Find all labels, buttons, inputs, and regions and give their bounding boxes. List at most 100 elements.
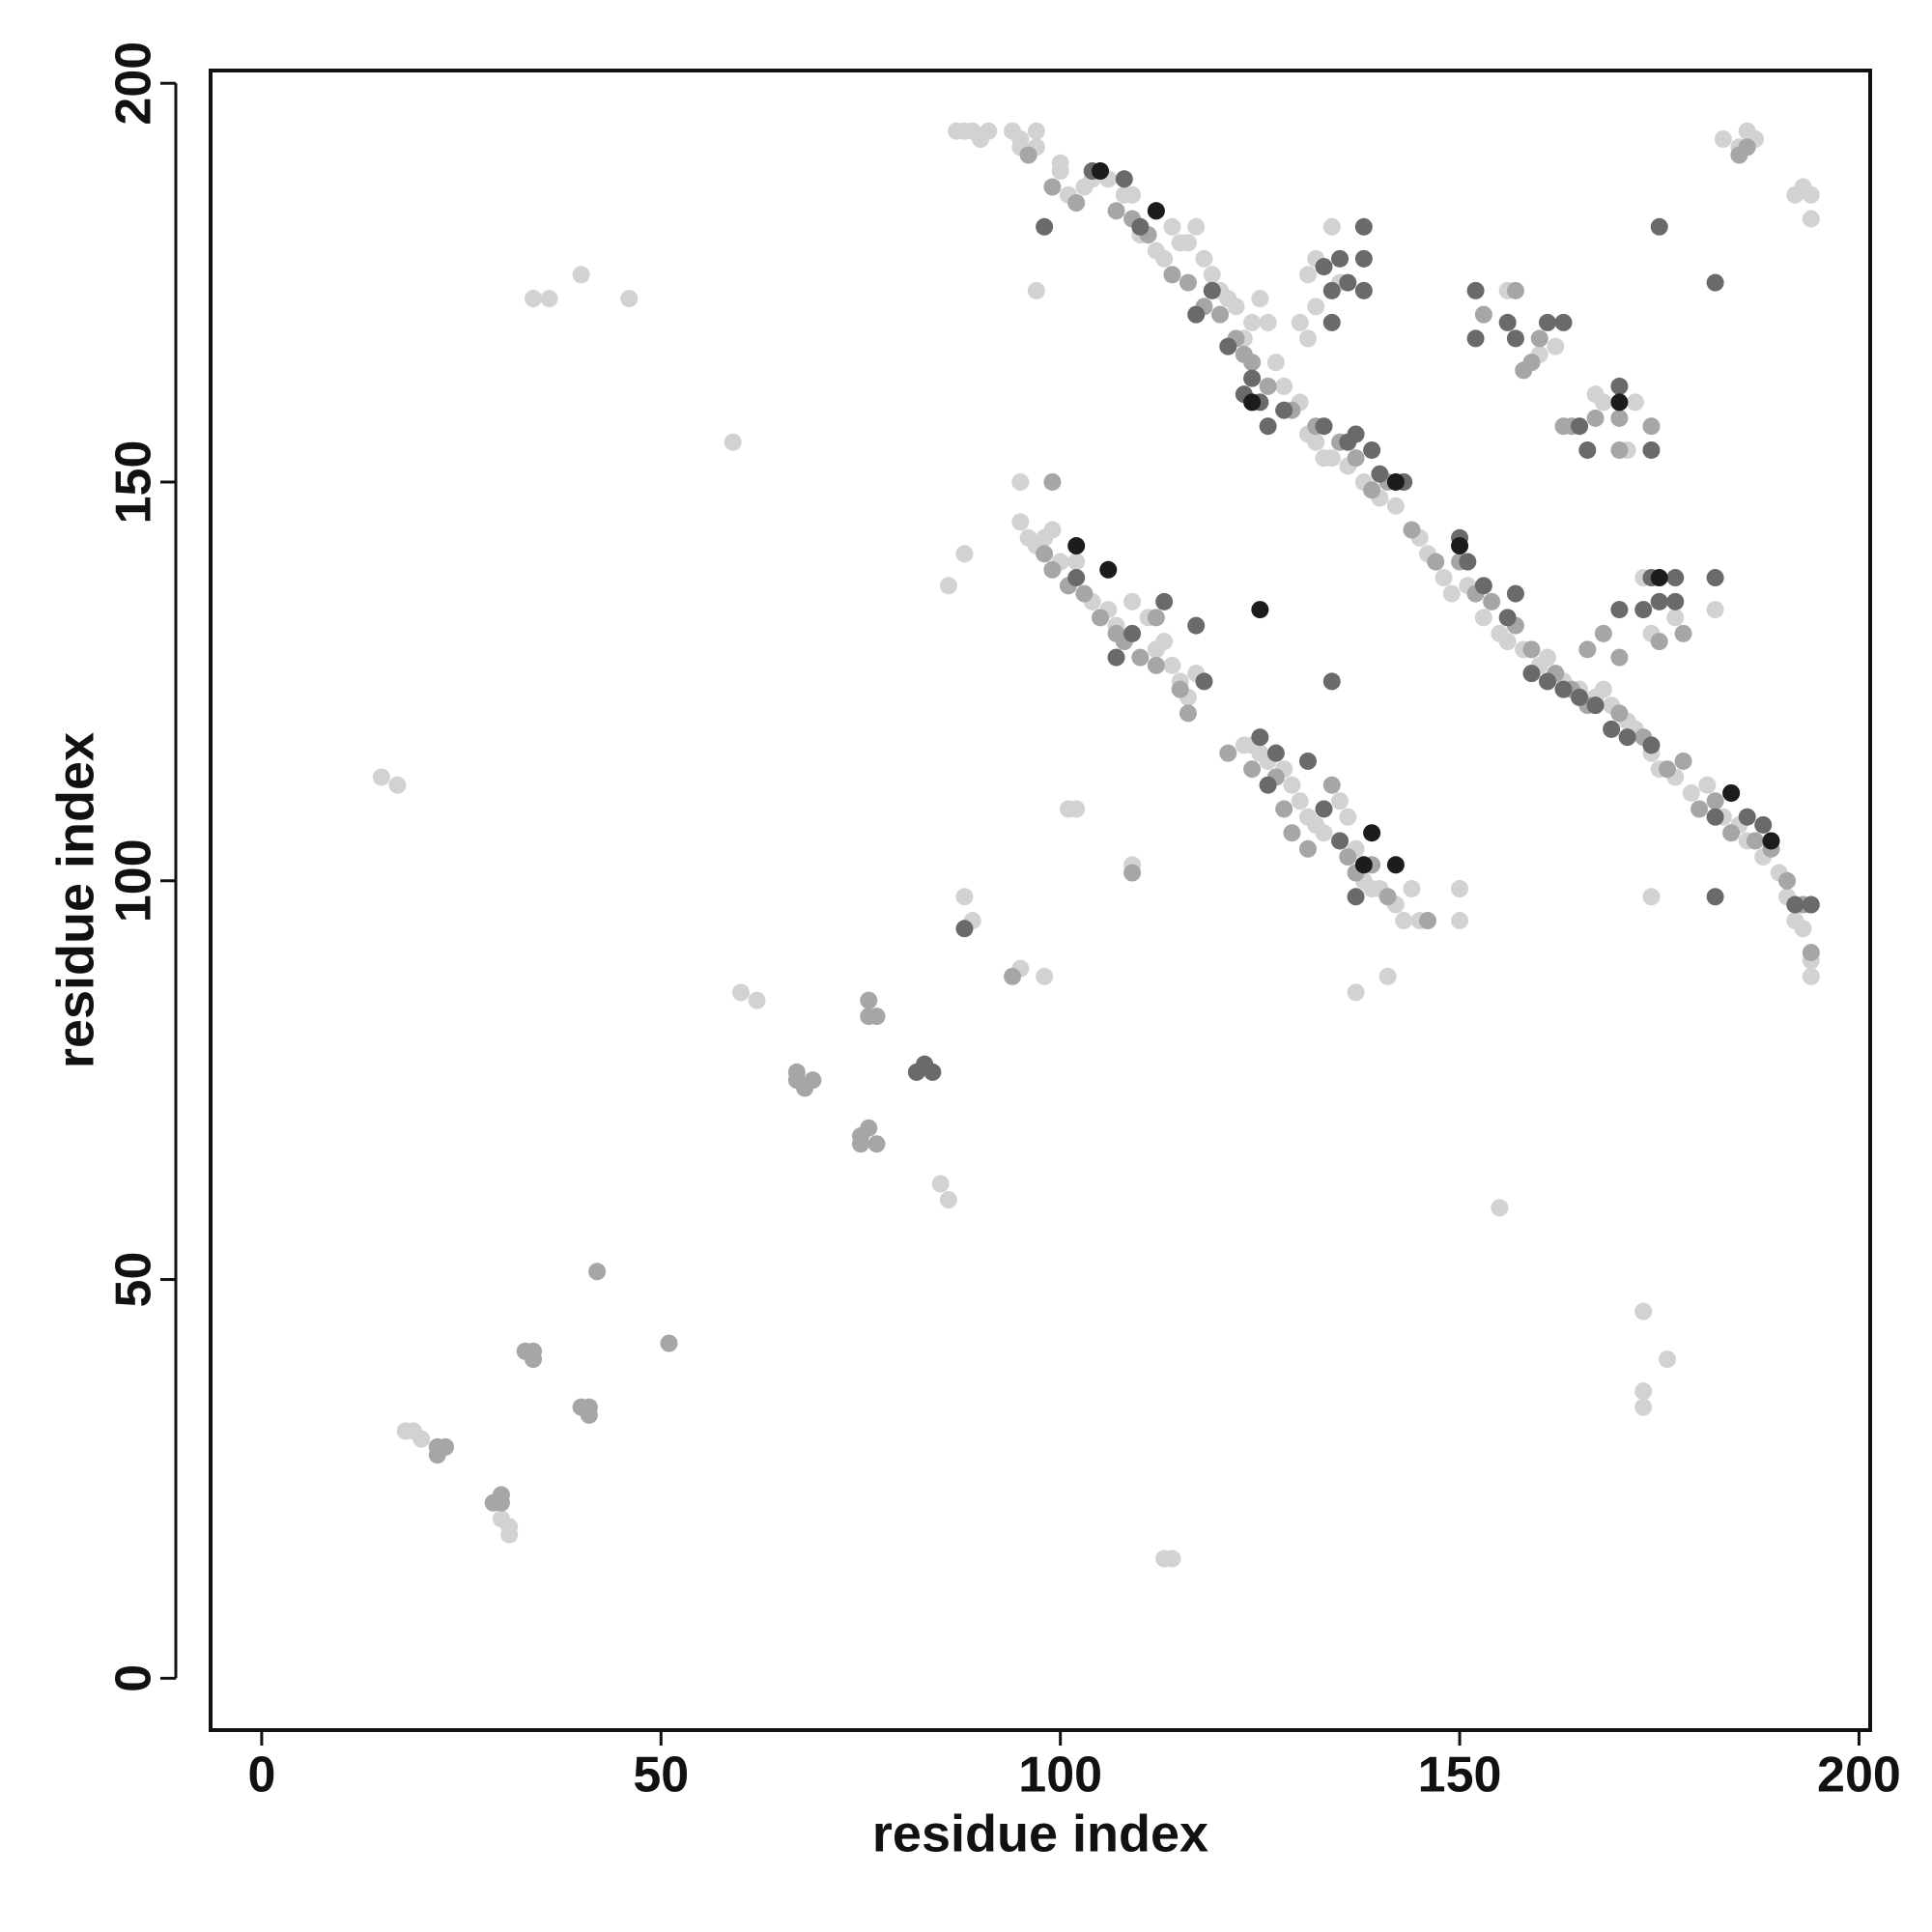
point (1754, 815, 1773, 834)
point (1043, 178, 1062, 196)
point (1131, 217, 1150, 236)
point (1459, 553, 1477, 571)
point (1610, 377, 1629, 395)
point (1219, 337, 1237, 355)
point (492, 1493, 510, 1512)
point (1147, 609, 1165, 627)
point (748, 991, 766, 1009)
point (1506, 584, 1524, 603)
point (1746, 832, 1764, 850)
x-axis-label: residue index (872, 1804, 1208, 1862)
point (1738, 138, 1756, 156)
point (1386, 497, 1405, 515)
point (1714, 129, 1732, 148)
point (1067, 194, 1086, 213)
point (1522, 640, 1541, 659)
point (1522, 665, 1541, 683)
point (1243, 760, 1262, 779)
point (372, 768, 390, 786)
point (955, 888, 974, 906)
point (1706, 601, 1724, 619)
point (1498, 633, 1517, 651)
point (1187, 217, 1206, 236)
point (731, 983, 750, 1002)
point (1283, 824, 1301, 842)
point (1163, 217, 1181, 236)
point (1642, 736, 1661, 754)
point (1322, 449, 1341, 468)
point (1610, 409, 1629, 427)
point (1451, 537, 1469, 555)
point (660, 1334, 678, 1352)
point (939, 1190, 957, 1208)
point (939, 577, 957, 595)
point (1004, 967, 1022, 985)
point (1027, 122, 1045, 140)
point (620, 290, 639, 308)
point (1474, 577, 1492, 595)
point (1418, 912, 1436, 930)
point (1043, 472, 1062, 491)
point (1403, 880, 1421, 898)
point (1131, 648, 1150, 667)
point (1163, 656, 1181, 674)
point (525, 1350, 543, 1369)
point (1650, 633, 1668, 651)
point (1011, 472, 1030, 491)
point (1659, 1350, 1677, 1369)
point (500, 1525, 519, 1544)
point (1187, 305, 1206, 324)
point (1195, 672, 1213, 691)
point (1690, 800, 1709, 818)
point (1307, 298, 1325, 316)
point (1147, 202, 1165, 220)
point (1347, 983, 1365, 1002)
point (1395, 912, 1413, 930)
point (1706, 808, 1724, 826)
point (804, 1071, 822, 1090)
point (1794, 920, 1812, 938)
point (1266, 354, 1285, 372)
point (1427, 553, 1445, 571)
point (1762, 832, 1780, 850)
point (1315, 258, 1333, 276)
y-tick-label: 200 (106, 42, 162, 126)
point (1322, 281, 1341, 299)
point (1538, 313, 1556, 331)
point (1315, 824, 1333, 842)
point (1043, 560, 1062, 579)
point (1339, 848, 1357, 867)
point (1275, 800, 1293, 818)
point (1610, 393, 1629, 412)
point (1339, 808, 1357, 826)
point (1538, 648, 1556, 667)
point (1451, 912, 1469, 930)
point (1036, 217, 1054, 236)
point (572, 266, 590, 284)
point (1298, 329, 1317, 348)
point (1650, 217, 1668, 236)
point (1802, 185, 1820, 204)
x-tick-label: 200 (1817, 1747, 1901, 1804)
point (1051, 162, 1069, 181)
point (1075, 584, 1094, 603)
point (923, 1063, 942, 1081)
point (1650, 592, 1668, 611)
point (1092, 162, 1110, 181)
point (1354, 281, 1373, 299)
point (1354, 856, 1373, 874)
point (1243, 313, 1262, 331)
point (1115, 170, 1133, 188)
point (1371, 465, 1389, 483)
point (1322, 672, 1341, 691)
point (1027, 281, 1045, 299)
point (1354, 217, 1373, 236)
point (1554, 680, 1573, 698)
point (540, 290, 558, 308)
point (1155, 592, 1174, 611)
point (1266, 744, 1285, 762)
y-tick-label: 150 (106, 440, 162, 525)
point (1259, 417, 1277, 436)
point (1666, 569, 1685, 587)
point (1291, 792, 1309, 810)
